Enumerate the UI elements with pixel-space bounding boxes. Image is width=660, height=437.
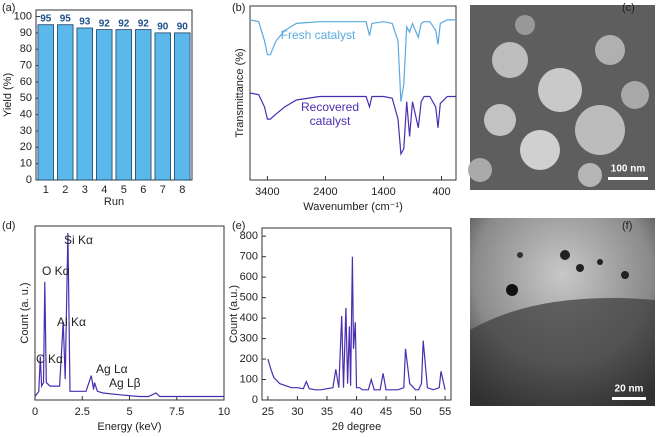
value-label: 92 [118,18,130,29]
y-tick-label: 20 [20,141,32,153]
x-tick-label: 1400 [371,186,395,198]
bar [135,29,152,181]
x-tick-label: 5 [121,184,127,196]
value-label: 90 [177,22,189,33]
y-tick-label: 200 [240,353,258,365]
bar [57,24,74,181]
y-tick-label: 30 [20,125,32,137]
value-label: 93 [79,17,91,28]
x-tick-label: 4 [101,184,107,196]
sem-image [468,5,655,190]
x-tick-label: 2.5 [75,406,90,418]
bar [76,27,93,181]
x-axis-label: 2θ degree [332,421,382,433]
y-tick-label: 80 [20,43,32,55]
data-line [249,19,456,102]
value-label: 92 [99,18,111,29]
x-tick-label: 5 [126,406,132,418]
y-tick-label: 60 [20,76,32,88]
value-label: 92 [138,18,150,29]
x-tick-label: 40 [350,406,362,418]
x-tick-label: 7.5 [169,406,184,418]
x-tick-label: 3 [82,184,88,196]
y-tick-label: 700 [240,251,258,263]
y-tick-label: 300 [240,332,258,344]
x-tick-label: 30 [291,406,303,418]
value-label: 90 [157,22,169,33]
data-line [34,232,224,398]
x-tick-label: 35 [321,406,333,418]
y-tick-label: 400 [240,312,258,324]
panel-label: (c) [622,2,635,14]
y-tick-label: 100 [14,10,32,22]
panel-label: (a) [2,2,15,14]
x-tick-label: 2 [62,184,68,196]
x-tick-label: 8 [179,184,185,196]
y-tick-label: 500 [240,292,258,304]
peak-annotation: Si Kα [64,233,93,247]
x-axis-label: Run [104,196,124,208]
bar [96,29,113,181]
y-tick-label: 40 [20,109,32,121]
x-tick-label: 400 [432,186,450,198]
x-axis-label: Wavenumber (cm⁻¹) [303,201,403,213]
y-axis-label: Count (a. u.) [19,282,31,343]
series-label: Fresh catalyst [280,28,356,42]
data-line [267,256,446,391]
x-tick-label: 6 [140,184,146,196]
panel-label: (e) [232,220,245,232]
x-tick-label: 55 [439,406,451,418]
y-tick-label: 100 [240,373,258,385]
x-tick-label: 7 [160,184,166,196]
y-tick-label: 0 [26,174,32,186]
x-tick-label: 25 [262,406,274,418]
scale-bar-label: 20 nm [615,384,644,395]
x-tick-label: 3400 [255,186,279,198]
y-tick-label: 70 [20,59,32,71]
x-tick-label: 45 [380,406,392,418]
y-tick-label: 600 [240,271,258,283]
x-tick-label: 10 [218,406,230,418]
bar [174,32,191,181]
x-axis-label: Energy (keV) [97,421,161,433]
x-tick-label: 1 [43,184,49,196]
x-tick-label: 0 [32,406,38,418]
series-label: Recovered catalyst [300,100,360,128]
peak-annotation: O Kα [42,264,70,278]
y-tick-label: 90 [20,27,32,39]
panel-label: (f) [622,220,632,232]
plot-frame [34,225,225,401]
y-tick-label: 10 [20,158,32,170]
y-axis-label: Count (a.u.) [228,285,240,343]
peak-annotation: Ag Lα [96,362,128,376]
plot-frame [35,9,193,181]
value-label: 95 [40,13,52,24]
y-axis-label: Transmittance (%) [234,48,246,137]
bar [37,24,54,181]
y-axis-label: Yield (%) [2,73,14,117]
y-tick-label: 50 [20,92,32,104]
x-tick-label: 50 [409,406,421,418]
x-tick-label: 2400 [313,186,337,198]
tem-image [470,218,655,406]
y-tick-label: 0 [252,394,258,406]
panel-label: (b) [232,2,245,14]
value-label: 95 [60,13,72,24]
scale-bar-label: 100 nm [611,164,646,175]
peak-annotation: Ag Lβ [109,376,141,390]
panel-label: (d) [2,220,15,232]
y-tick-label: 800 [240,230,258,242]
peak-annotation: C Kα [36,352,63,366]
peak-annotation: Al Kα [57,315,86,329]
bar [154,32,171,181]
bar [115,29,132,181]
data-line [249,92,456,156]
